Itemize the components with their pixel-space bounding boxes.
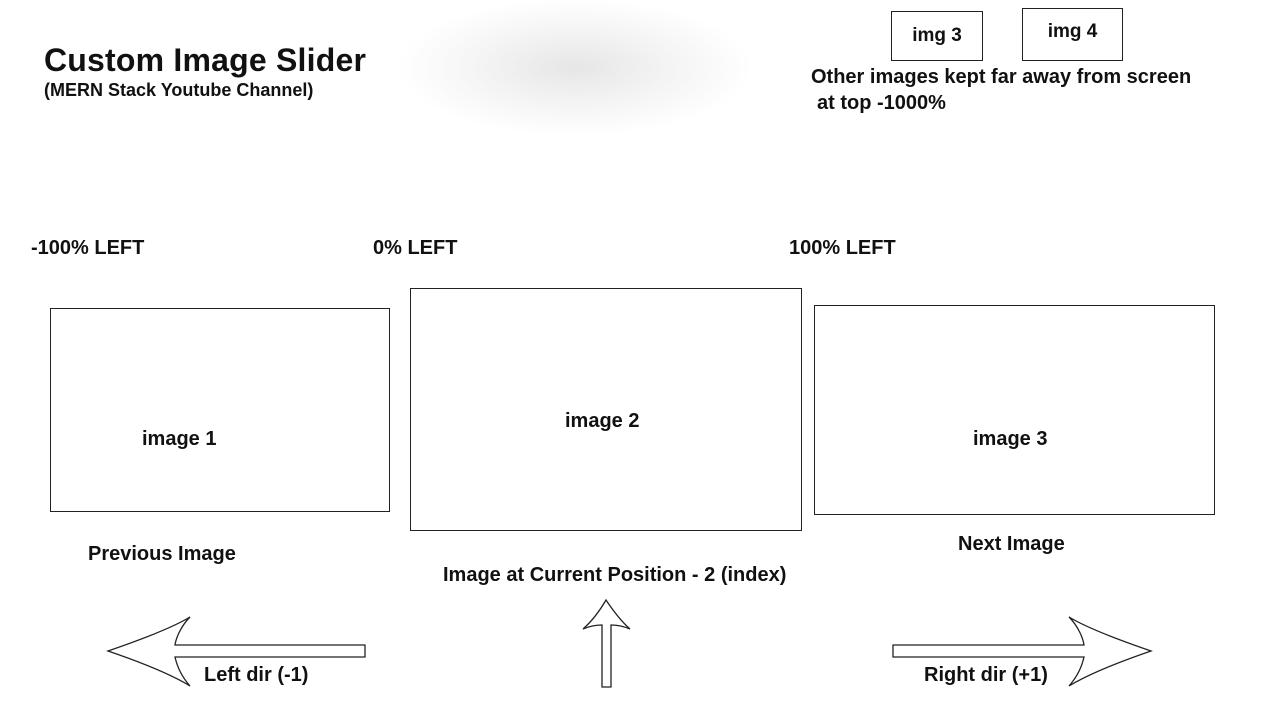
direction-right-label: Right dir (+1) (924, 664, 1048, 686)
caption-previous: Previous Image (88, 543, 236, 565)
slide-next: image 3 (814, 305, 1215, 515)
blurred-area (400, 0, 750, 135)
slide-image-label: image 3 (973, 428, 1048, 450)
caption-current: Image at Current Position - 2 (index) (443, 564, 787, 586)
direction-left-label: Left dir (-1) (204, 664, 309, 686)
position-label-left: -100% LEFT (31, 237, 145, 259)
offscreen-box-label: img 4 (1047, 20, 1098, 42)
slide-image-label: image 1 (142, 428, 217, 450)
right-arrow-icon (892, 616, 1153, 687)
position-label-center: 0% LEFT (373, 237, 458, 259)
left-arrow-icon (106, 616, 366, 687)
slide-previous: image 1 (50, 308, 390, 512)
offscreen-box-label: img 3 (912, 25, 962, 46)
offscreen-note-line1: Other images kept far away from screen (811, 66, 1192, 88)
slide-current: image 2 (410, 288, 802, 531)
page-title: Custom Image Slider (44, 42, 367, 78)
page-subtitle: (MERN Stack Youtube Channel) (44, 80, 314, 100)
up-arrow-icon (582, 598, 631, 688)
position-label-right: 100% LEFT (789, 237, 896, 259)
offscreen-box-img4: img 4 (1022, 8, 1123, 61)
caption-next: Next Image (958, 533, 1065, 555)
offscreen-note-line2: at top -1000% (817, 92, 946, 114)
offscreen-box-img3: img 3 (891, 11, 983, 61)
slide-image-label: image 2 (565, 410, 640, 432)
